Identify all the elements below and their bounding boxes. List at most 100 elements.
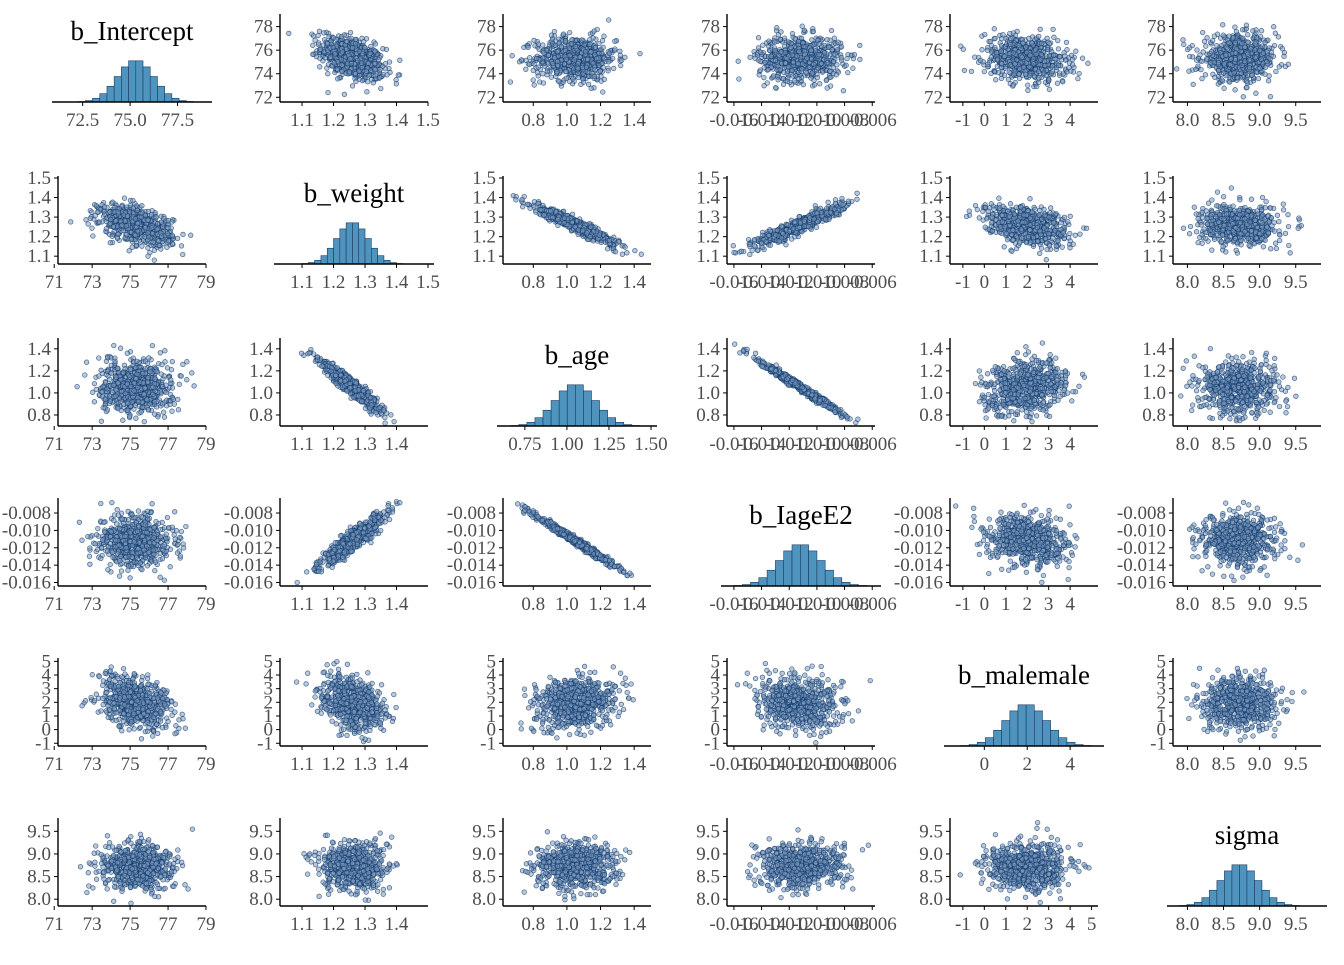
scatter-point	[568, 53, 573, 58]
scatter-point	[789, 45, 794, 50]
scatter-point	[1174, 67, 1179, 72]
x-tick-label: 1.4	[622, 272, 646, 293]
scatter-point	[606, 69, 611, 74]
scatter-point	[570, 220, 575, 225]
scatter-point	[790, 68, 795, 73]
scatter-point	[349, 36, 354, 41]
scatter-point	[1194, 58, 1199, 63]
scatter-point	[1024, 50, 1029, 55]
scatter-point	[1021, 41, 1026, 46]
scatter-point	[835, 47, 840, 52]
scatter-point	[736, 59, 741, 64]
scatter-point	[758, 50, 763, 55]
histogram-bar	[143, 67, 150, 102]
scatter-point	[999, 43, 1004, 48]
scatter-point	[1007, 70, 1012, 75]
scatter-point	[150, 231, 155, 236]
scatter-point	[1244, 79, 1249, 84]
scatter-point	[1271, 24, 1276, 29]
scatter-point	[1268, 57, 1273, 62]
scatter-point	[553, 56, 558, 61]
scatter-point	[146, 231, 151, 236]
scatter-point	[592, 74, 597, 79]
scatter-point	[775, 25, 780, 30]
scatter-point	[588, 235, 593, 240]
scatter-point	[791, 60, 796, 65]
histogram-bar	[334, 239, 340, 264]
scatter-point	[1077, 71, 1082, 76]
scatter-point	[121, 228, 126, 233]
scatter-point	[335, 67, 340, 72]
scatter-point	[613, 249, 618, 254]
scatter-point	[152, 258, 157, 263]
scatter-point	[1003, 54, 1008, 59]
scatter-point	[532, 62, 537, 67]
scatter-point	[1013, 33, 1018, 38]
scatter-point	[771, 74, 776, 79]
scatter-point	[1212, 60, 1217, 65]
scatter-point	[354, 79, 359, 84]
scatter-point	[1228, 62, 1233, 67]
scatter-point	[1031, 62, 1036, 67]
scatter-point	[996, 70, 1001, 75]
scatter-point	[360, 65, 365, 70]
scatter-point	[1196, 64, 1201, 69]
scatter-point	[1250, 73, 1255, 78]
scatter-point	[1061, 79, 1066, 84]
histogram-bar	[150, 77, 157, 102]
scatter-point	[804, 70, 809, 75]
scatter-points	[511, 193, 644, 256]
scatter-point	[1247, 57, 1252, 62]
scatter-point	[999, 49, 1004, 54]
scatter-point	[810, 38, 815, 43]
scatter-point	[1263, 65, 1268, 70]
scatter-point	[520, 204, 525, 209]
scatter-point	[1187, 54, 1192, 59]
scatter-point	[618, 53, 623, 58]
scatter-point	[135, 221, 140, 226]
scatter-point	[347, 69, 352, 74]
param-title: b_Intercept	[71, 16, 194, 46]
scatter-point	[1210, 38, 1215, 43]
scatter-point	[331, 45, 336, 50]
scatter-point	[1220, 78, 1225, 83]
scatter-point	[564, 57, 569, 62]
scatter-point	[589, 86, 594, 91]
scatter-point	[1203, 73, 1208, 78]
scatter-point	[616, 239, 621, 244]
scatter-point	[1191, 82, 1196, 87]
scatter-point	[1227, 34, 1232, 39]
scatter-point	[1050, 64, 1055, 69]
scatter-point	[601, 90, 606, 95]
scatter-point	[1024, 61, 1029, 66]
scatter-point	[805, 56, 810, 61]
scatter-point	[548, 209, 553, 214]
scatter-point	[1037, 76, 1042, 81]
y-tick-label: 1.3	[472, 207, 496, 228]
scatter-point	[602, 34, 607, 39]
scatter-point	[536, 201, 541, 206]
histogram-bar	[129, 61, 136, 102]
scatter-point	[1013, 62, 1018, 67]
x-tick-label: 2	[1022, 110, 1032, 131]
x-tick-label: 3	[1044, 110, 1054, 131]
scatter-point	[1051, 27, 1056, 32]
scatter-point	[817, 42, 822, 47]
y-tick-label: 72	[1147, 87, 1166, 108]
scatter-point	[549, 33, 554, 38]
scatter-point	[613, 39, 618, 44]
scatter-point	[573, 44, 578, 49]
y-tick-label: 76	[701, 40, 720, 61]
scatter-point	[342, 92, 347, 97]
y-tick-label: 72	[701, 87, 720, 108]
x-tick-label: 1.5	[416, 272, 440, 293]
scatter-point	[361, 39, 366, 44]
scatter-point	[535, 70, 540, 75]
scatter-point	[852, 52, 857, 57]
scatter-point	[576, 228, 581, 233]
scatter-point	[597, 233, 602, 238]
scatter-point	[748, 55, 753, 60]
scatter-point	[143, 213, 148, 218]
scatter-point	[601, 45, 606, 50]
